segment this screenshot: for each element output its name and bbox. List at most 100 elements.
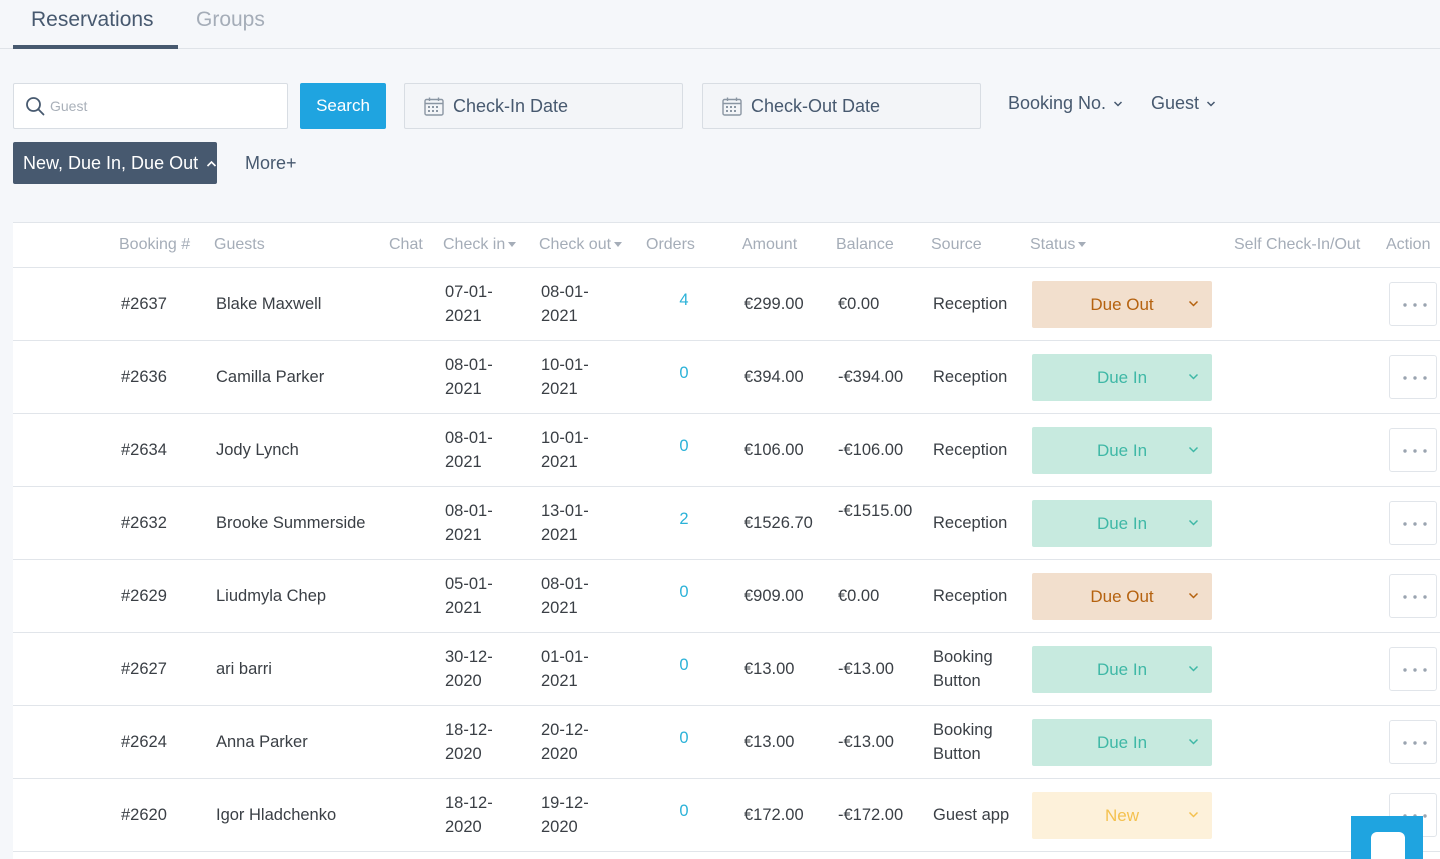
header-action: Action bbox=[1386, 236, 1431, 253]
more-filters-link[interactable]: More+ bbox=[245, 153, 297, 173]
source-value: Reception bbox=[933, 368, 1008, 386]
check-in-date: 08-01-2021 bbox=[445, 502, 493, 544]
more-horizontal-icon bbox=[1403, 449, 1427, 453]
balance-value: -€394.00 bbox=[838, 368, 904, 386]
check-out-date: 10-01-2021 bbox=[541, 356, 589, 398]
row-actions-button[interactable] bbox=[1389, 574, 1437, 618]
header-balance: Balance bbox=[836, 236, 894, 253]
status-filter-dropdown[interactable]: New, Due In, Due Out bbox=[13, 142, 217, 184]
guest-name[interactable]: ari barri bbox=[216, 660, 272, 678]
status-dropdown[interactable]: Due In bbox=[1032, 500, 1212, 547]
table-row[interactable]: #2627 ari barri 30-12-2020 01-01-2021 0 €13.0… bbox=[13, 633, 1440, 706]
header-booking[interactable]: Booking # bbox=[119, 236, 191, 253]
status-label: Due In bbox=[1096, 660, 1148, 679]
status-dropdown[interactable]: Due In bbox=[1032, 427, 1212, 474]
check-in-date: 08-01-2021 bbox=[445, 429, 493, 471]
header-guests[interactable]: Guests bbox=[214, 236, 265, 253]
amount-value: €106.00 bbox=[744, 441, 804, 459]
tab-groups[interactable]: Groups bbox=[196, 8, 265, 31]
check-in-date: 18-12-2020 bbox=[445, 794, 493, 836]
status-dropdown[interactable]: New bbox=[1032, 792, 1212, 839]
orders-count-link[interactable]: 2 bbox=[679, 510, 689, 528]
booking-number[interactable]: #2620 bbox=[121, 806, 167, 824]
status-dropdown[interactable]: Due In bbox=[1032, 354, 1212, 401]
row-actions-button[interactable] bbox=[1389, 428, 1437, 472]
orders-count-link[interactable]: 0 bbox=[679, 656, 689, 674]
row-actions-button[interactable] bbox=[1389, 720, 1437, 764]
check-in-date-picker[interactable]: Check-In Date bbox=[404, 83, 683, 129]
source-value: Guest app bbox=[933, 806, 1010, 824]
orders-count-link[interactable]: 0 bbox=[679, 729, 689, 747]
status-label: New bbox=[1104, 806, 1139, 825]
table-row[interactable]: #2636 Camilla Parker 08-01-2021 10-01-2021 0… bbox=[13, 341, 1440, 414]
row-actions-button[interactable] bbox=[1389, 355, 1437, 399]
header-status-label: Status bbox=[1030, 236, 1076, 253]
balance-value: -€106.00 bbox=[838, 441, 904, 459]
guest-name[interactable]: Brooke Summerside bbox=[216, 514, 366, 532]
chevron-down-icon bbox=[1188, 519, 1199, 526]
orders-count-link[interactable]: 4 bbox=[679, 291, 689, 309]
guest-name[interactable]: Liudmyla Chep bbox=[216, 587, 327, 605]
amount-value: €909.00 bbox=[744, 587, 804, 605]
status-label: Due In bbox=[1096, 441, 1148, 460]
guest-search-input[interactable] bbox=[50, 84, 280, 128]
status-dropdown[interactable]: Due In bbox=[1032, 719, 1212, 766]
orders-count-link[interactable]: 0 bbox=[679, 364, 689, 382]
amount-value: €1526.70 bbox=[744, 514, 813, 532]
header-chat: Chat bbox=[389, 236, 423, 253]
orders-count-link[interactable]: 0 bbox=[679, 437, 689, 455]
chat-widget-button[interactable] bbox=[1351, 816, 1423, 859]
header-status[interactable]: Status bbox=[1030, 236, 1087, 254]
table-row[interactable]: #2634 Jody Lynch 08-01-2021 10-01-2021 0 €106… bbox=[13, 414, 1440, 487]
booking-number[interactable]: #2629 bbox=[121, 587, 167, 605]
booking-number-dropdown[interactable]: Booking No. bbox=[1008, 93, 1123, 114]
balance-value: €0.00 bbox=[838, 587, 880, 605]
guest-name[interactable]: Anna Parker bbox=[216, 733, 308, 751]
balance-value: -€1515.00 bbox=[838, 502, 913, 520]
table-row[interactable]: #2632 Brooke Summerside 08-01-2021 13-01-20… bbox=[13, 487, 1440, 560]
more-horizontal-icon bbox=[1403, 668, 1427, 672]
booking-number[interactable]: #2634 bbox=[121, 441, 167, 459]
check-out-date: 08-01-2021 bbox=[541, 283, 589, 325]
booking-number[interactable]: #2636 bbox=[121, 368, 167, 386]
booking-number[interactable]: #2632 bbox=[121, 514, 167, 532]
source-value: Booking Button bbox=[933, 721, 993, 763]
balance-value: -€13.00 bbox=[838, 660, 894, 678]
status-dropdown[interactable]: Due Out bbox=[1032, 281, 1212, 328]
tab-reservations[interactable]: Reservations bbox=[13, 0, 178, 49]
check-out-date-picker[interactable]: Check-Out Date bbox=[702, 83, 981, 129]
row-actions-button[interactable] bbox=[1389, 282, 1437, 326]
status-filter-label: New, Due In, Due Out bbox=[23, 153, 199, 173]
guest-name[interactable]: Igor Hladchenko bbox=[216, 806, 337, 824]
status-dropdown[interactable]: Due In bbox=[1032, 646, 1212, 693]
chevron-down-icon bbox=[1188, 738, 1199, 745]
orders-count-link[interactable]: 0 bbox=[679, 583, 689, 601]
header-check-out[interactable]: Check out bbox=[539, 236, 623, 254]
calendar-icon bbox=[722, 97, 742, 116]
check-in-date: 18-12-2020 bbox=[445, 721, 493, 763]
guest-dropdown[interactable]: Guest bbox=[1151, 93, 1216, 114]
chevron-down-icon bbox=[1188, 592, 1199, 599]
guest-name[interactable]: Jody Lynch bbox=[216, 441, 299, 459]
header-check-in[interactable]: Check in bbox=[443, 236, 517, 254]
guest-name[interactable]: Blake Maxwell bbox=[216, 295, 322, 313]
status-dropdown[interactable]: Due Out bbox=[1032, 573, 1212, 620]
status-label: Due In bbox=[1096, 514, 1148, 533]
booking-number[interactable]: #2627 bbox=[121, 660, 167, 678]
search-button[interactable]: Search bbox=[300, 83, 386, 129]
table-row[interactable]: #2629 Liudmyla Chep 05-01-2021 08-01-2021 0 €… bbox=[13, 560, 1440, 633]
chevron-up-icon bbox=[207, 161, 217, 167]
guest-name[interactable]: Camilla Parker bbox=[216, 368, 325, 386]
row-actions-button[interactable] bbox=[1389, 501, 1437, 545]
table-row[interactable]: #2620 Igor Hladchenko 18-12-2020 19-12-2020… bbox=[13, 779, 1440, 852]
booking-number[interactable]: #2624 bbox=[121, 733, 167, 751]
row-actions-button[interactable] bbox=[1389, 647, 1437, 691]
search-icon bbox=[26, 97, 45, 116]
orders-count-link[interactable]: 0 bbox=[679, 802, 689, 820]
amount-value: €172.00 bbox=[744, 806, 804, 824]
calendar-icon bbox=[424, 97, 444, 116]
check-in-date: 30-12-2020 bbox=[445, 648, 493, 690]
table-row[interactable]: #2624 Anna Parker 18-12-2020 20-12-2020 0 €13… bbox=[13, 706, 1440, 779]
booking-number[interactable]: #2637 bbox=[121, 295, 167, 313]
table-row[interactable]: #2637 Blake Maxwell 07-01-2021 08-01-2021 4 €… bbox=[13, 268, 1440, 341]
